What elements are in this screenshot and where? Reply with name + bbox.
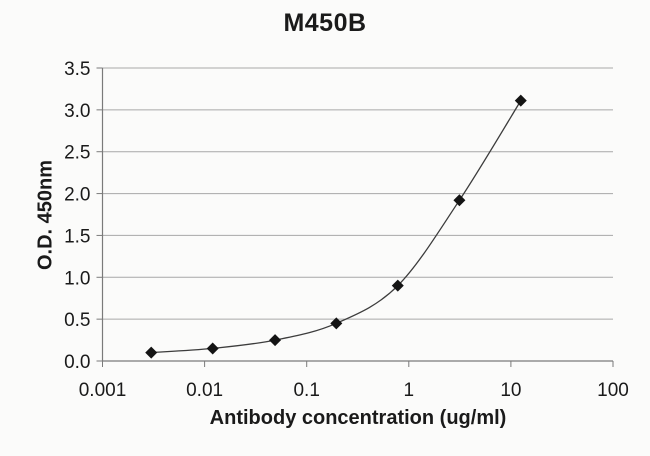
data-point-marker [206,342,219,355]
x-tick-label: 0.01 [186,380,223,401]
y-tick-label: 1.5 [64,226,90,247]
x-tick-label: 100 [597,380,629,401]
y-tick-label: 2.0 [64,185,90,206]
x-axis-title: Antibody concentration (ug/ml) [209,407,507,429]
x-tick-label: 0.001 [79,380,127,401]
y-tick-label: 3.5 [64,59,90,80]
y-tick-label: 0.5 [64,310,90,331]
y-tick-label: 0.0 [64,352,90,373]
trend-curve [151,100,522,354]
y-tick-label: 1.0 [64,268,90,289]
y-tick-label: 2.5 [64,143,90,164]
x-tick-label: 0.1 [293,380,319,401]
data-point-marker [391,279,404,292]
data-point-marker [453,194,466,207]
data-point-marker [145,346,158,359]
chart-title: M450B [283,9,367,37]
x-tick-label: 1 [404,380,415,401]
y-tick-label: 3.0 [64,101,90,122]
x-tick-label: 10 [500,380,521,401]
data-point-marker [330,317,343,330]
data-point-marker [514,94,527,107]
data-point-marker [269,334,282,347]
